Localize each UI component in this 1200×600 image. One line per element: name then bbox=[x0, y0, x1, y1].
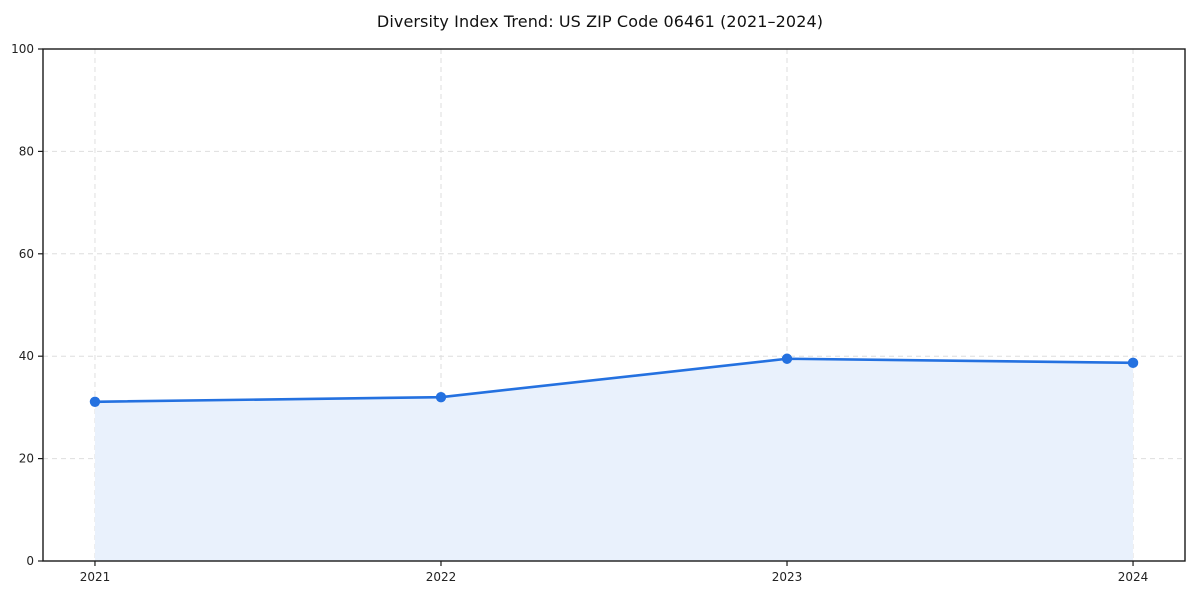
y-tick-label: 40 bbox=[19, 349, 34, 363]
chart-title: Diversity Index Trend: US ZIP Code 06461… bbox=[376, 12, 824, 31]
x-tick-label: 2024 bbox=[1118, 570, 1149, 584]
y-tick-label: 100 bbox=[11, 42, 34, 56]
data-point-2021 bbox=[89, 396, 101, 407]
data-point-2023 bbox=[781, 353, 793, 364]
data-point-2024 bbox=[1127, 357, 1139, 369]
x-tick-label: 2022 bbox=[426, 570, 457, 584]
y-tick-label: 20 bbox=[19, 452, 34, 466]
x-tick-label: 2021 bbox=[80, 570, 111, 584]
y-tick-label: 60 bbox=[19, 247, 34, 261]
x-tick-label: 2023 bbox=[772, 570, 803, 584]
trend-line bbox=[93, 357, 1135, 404]
plot-frame bbox=[42, 48, 1186, 562]
y-tick-label: 80 bbox=[19, 144, 34, 158]
area-fill bbox=[94, 358, 1134, 561]
data-point-2022 bbox=[435, 391, 447, 403]
y-tick-label: 0 bbox=[26, 554, 34, 568]
